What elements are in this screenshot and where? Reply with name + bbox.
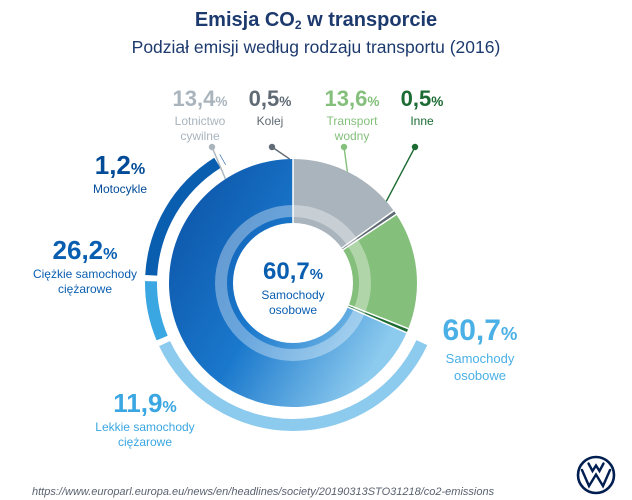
label-lotnictwo: 13,4% Lotnictwo cywilne	[160, 86, 240, 144]
name-wodny: Transport wodny	[326, 114, 378, 143]
slice-samochody_osobowe	[168, 159, 407, 407]
name-ciezkie: Ciężkie samochody ciężarowe	[32, 267, 138, 296]
title-subscript: 2	[294, 18, 302, 32]
value-inne: 0,5%	[400, 86, 444, 111]
slice-wodny	[341, 214, 417, 329]
slice-kolej	[340, 210, 397, 251]
label-kolej: 0,5% Kolej	[240, 86, 300, 129]
name-samochody-osobowe: Samochody osobowe	[445, 351, 515, 383]
label-wodny: 13,6% Transport wodny	[312, 86, 392, 144]
chart-subtitle: Podział emisji według rodzaju transportu…	[131, 37, 501, 57]
breakdown-lekkie	[145, 281, 168, 341]
value-lekkie: 11,9%	[113, 388, 177, 418]
name-lekkie: Lekkie samochody ciężarowe	[95, 420, 195, 449]
separator-kolej	[341, 210, 395, 249]
slice-inne	[346, 304, 409, 333]
slice-lotnictwo	[293, 159, 394, 250]
leader-line-lotnictwo	[211, 146, 227, 180]
label-lekkie: 11,9% Lekkie samochody ciężarowe	[75, 388, 215, 450]
breakdown-ciezkie	[145, 157, 221, 276]
title-prefix: Emisja CO	[194, 9, 295, 31]
name-kolej: Kolej	[256, 114, 284, 128]
label-ciezkie: 26,2% Ciężkie samochody ciężarowe	[15, 235, 155, 297]
donut-hole	[233, 223, 353, 343]
name-inne: Inne	[410, 114, 434, 128]
name-motocykle: Motocykle	[92, 182, 148, 196]
value-lotnictwo: 13,4%	[172, 86, 228, 111]
leader-line-inne	[385, 146, 416, 202]
value-motocykle: 1,2%	[94, 150, 146, 180]
value-samochody-osobowe: 60,7%	[442, 314, 518, 347]
leader-dot-inne	[411, 143, 419, 151]
label-motocykle: 1,2% Motocykle	[70, 150, 170, 197]
leader-line-wodny	[343, 146, 349, 172]
center-label: 60,7% Samochody osobowe	[248, 258, 338, 318]
leader-dot-kolej	[268, 143, 276, 151]
name-lotnictwo: Lotnictwo cywilne	[174, 114, 226, 143]
separator-wodny	[342, 213, 397, 251]
title-suffix: w transporcie	[301, 9, 438, 31]
leader-line-kolej	[271, 146, 291, 160]
value-kolej: 0,5%	[248, 86, 292, 111]
chart-title: Emisja CO2 w transporcie	[0, 9, 632, 32]
center-value: 60,7%	[263, 258, 323, 285]
label-samochody-osobowe: 60,7% Samochody osobowe	[420, 314, 540, 384]
label-inne: 0,5% Inne	[392, 86, 452, 129]
breakdown-motocykle	[219, 154, 226, 165]
value-wodny: 13,6%	[324, 86, 380, 111]
value-ciezkie: 26,2%	[52, 235, 118, 265]
leader-dot-wodny	[340, 143, 348, 151]
leader-dot-lotnictwo	[208, 143, 216, 151]
breakdown-osobowe	[159, 340, 428, 432]
center-name: Samochody osobowe	[261, 288, 325, 317]
separator-samochody_osobowe	[347, 306, 407, 334]
separator-inne	[348, 304, 409, 330]
vw-logo-icon	[576, 455, 616, 495]
source-url: https://www.europarl.europa.eu/news/en/h…	[32, 486, 495, 498]
